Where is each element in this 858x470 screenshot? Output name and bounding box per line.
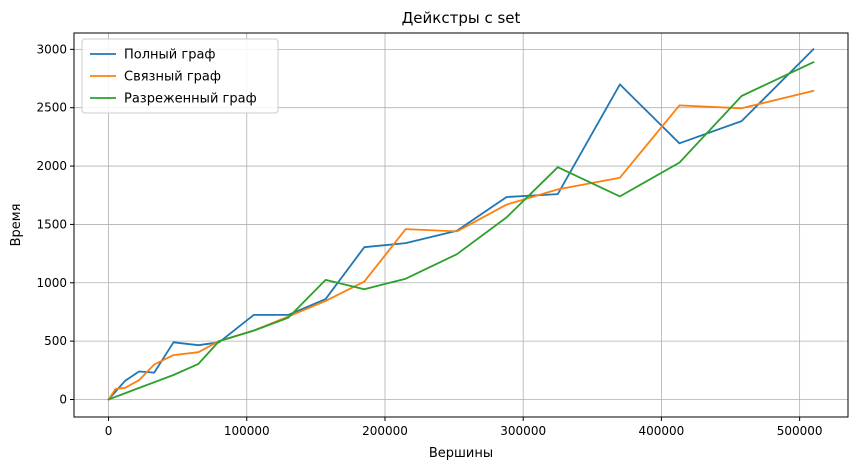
x-tick-label: 300000 (500, 424, 546, 438)
y-tick-label: 1500 (36, 217, 67, 231)
series-line-3 (107, 61, 815, 401)
x-tick-label: 0 (105, 424, 113, 438)
legend-label: Связный граф (124, 70, 221, 85)
grid (74, 33, 848, 417)
series-line-2 (107, 89, 815, 401)
x-tick-label: 100000 (224, 424, 270, 438)
y-tick-label: 2500 (36, 101, 67, 115)
y-tick-label: 2000 (36, 159, 67, 173)
ticks: 0 100000 200000 300000 400000 500000 0 500 1000 1… (36, 42, 822, 438)
y-tick-label: 0 (59, 392, 67, 406)
plot-frame (73, 32, 849, 418)
y-axis-label: Время (9, 204, 24, 247)
x-tick-label: 200000 (362, 424, 408, 438)
legend-label: Полный граф (124, 48, 216, 63)
x-tick-label: 500000 (777, 424, 823, 438)
y-tick-label: 3000 (36, 42, 67, 56)
x-tick-label: 400000 (639, 424, 685, 438)
legend-box (81, 38, 279, 114)
x-axis-label: Вершины (429, 446, 493, 461)
chart-title: Дейкстры с set (402, 9, 521, 27)
y-tick-label: 500 (44, 334, 67, 348)
series-line-1 (107, 48, 815, 401)
legend: Полный граф Связный граф Разреженный граф (81, 38, 279, 114)
series-lines (107, 48, 815, 401)
legend-label: Разреженный граф (124, 92, 257, 107)
y-tick-label: 1000 (36, 276, 67, 290)
